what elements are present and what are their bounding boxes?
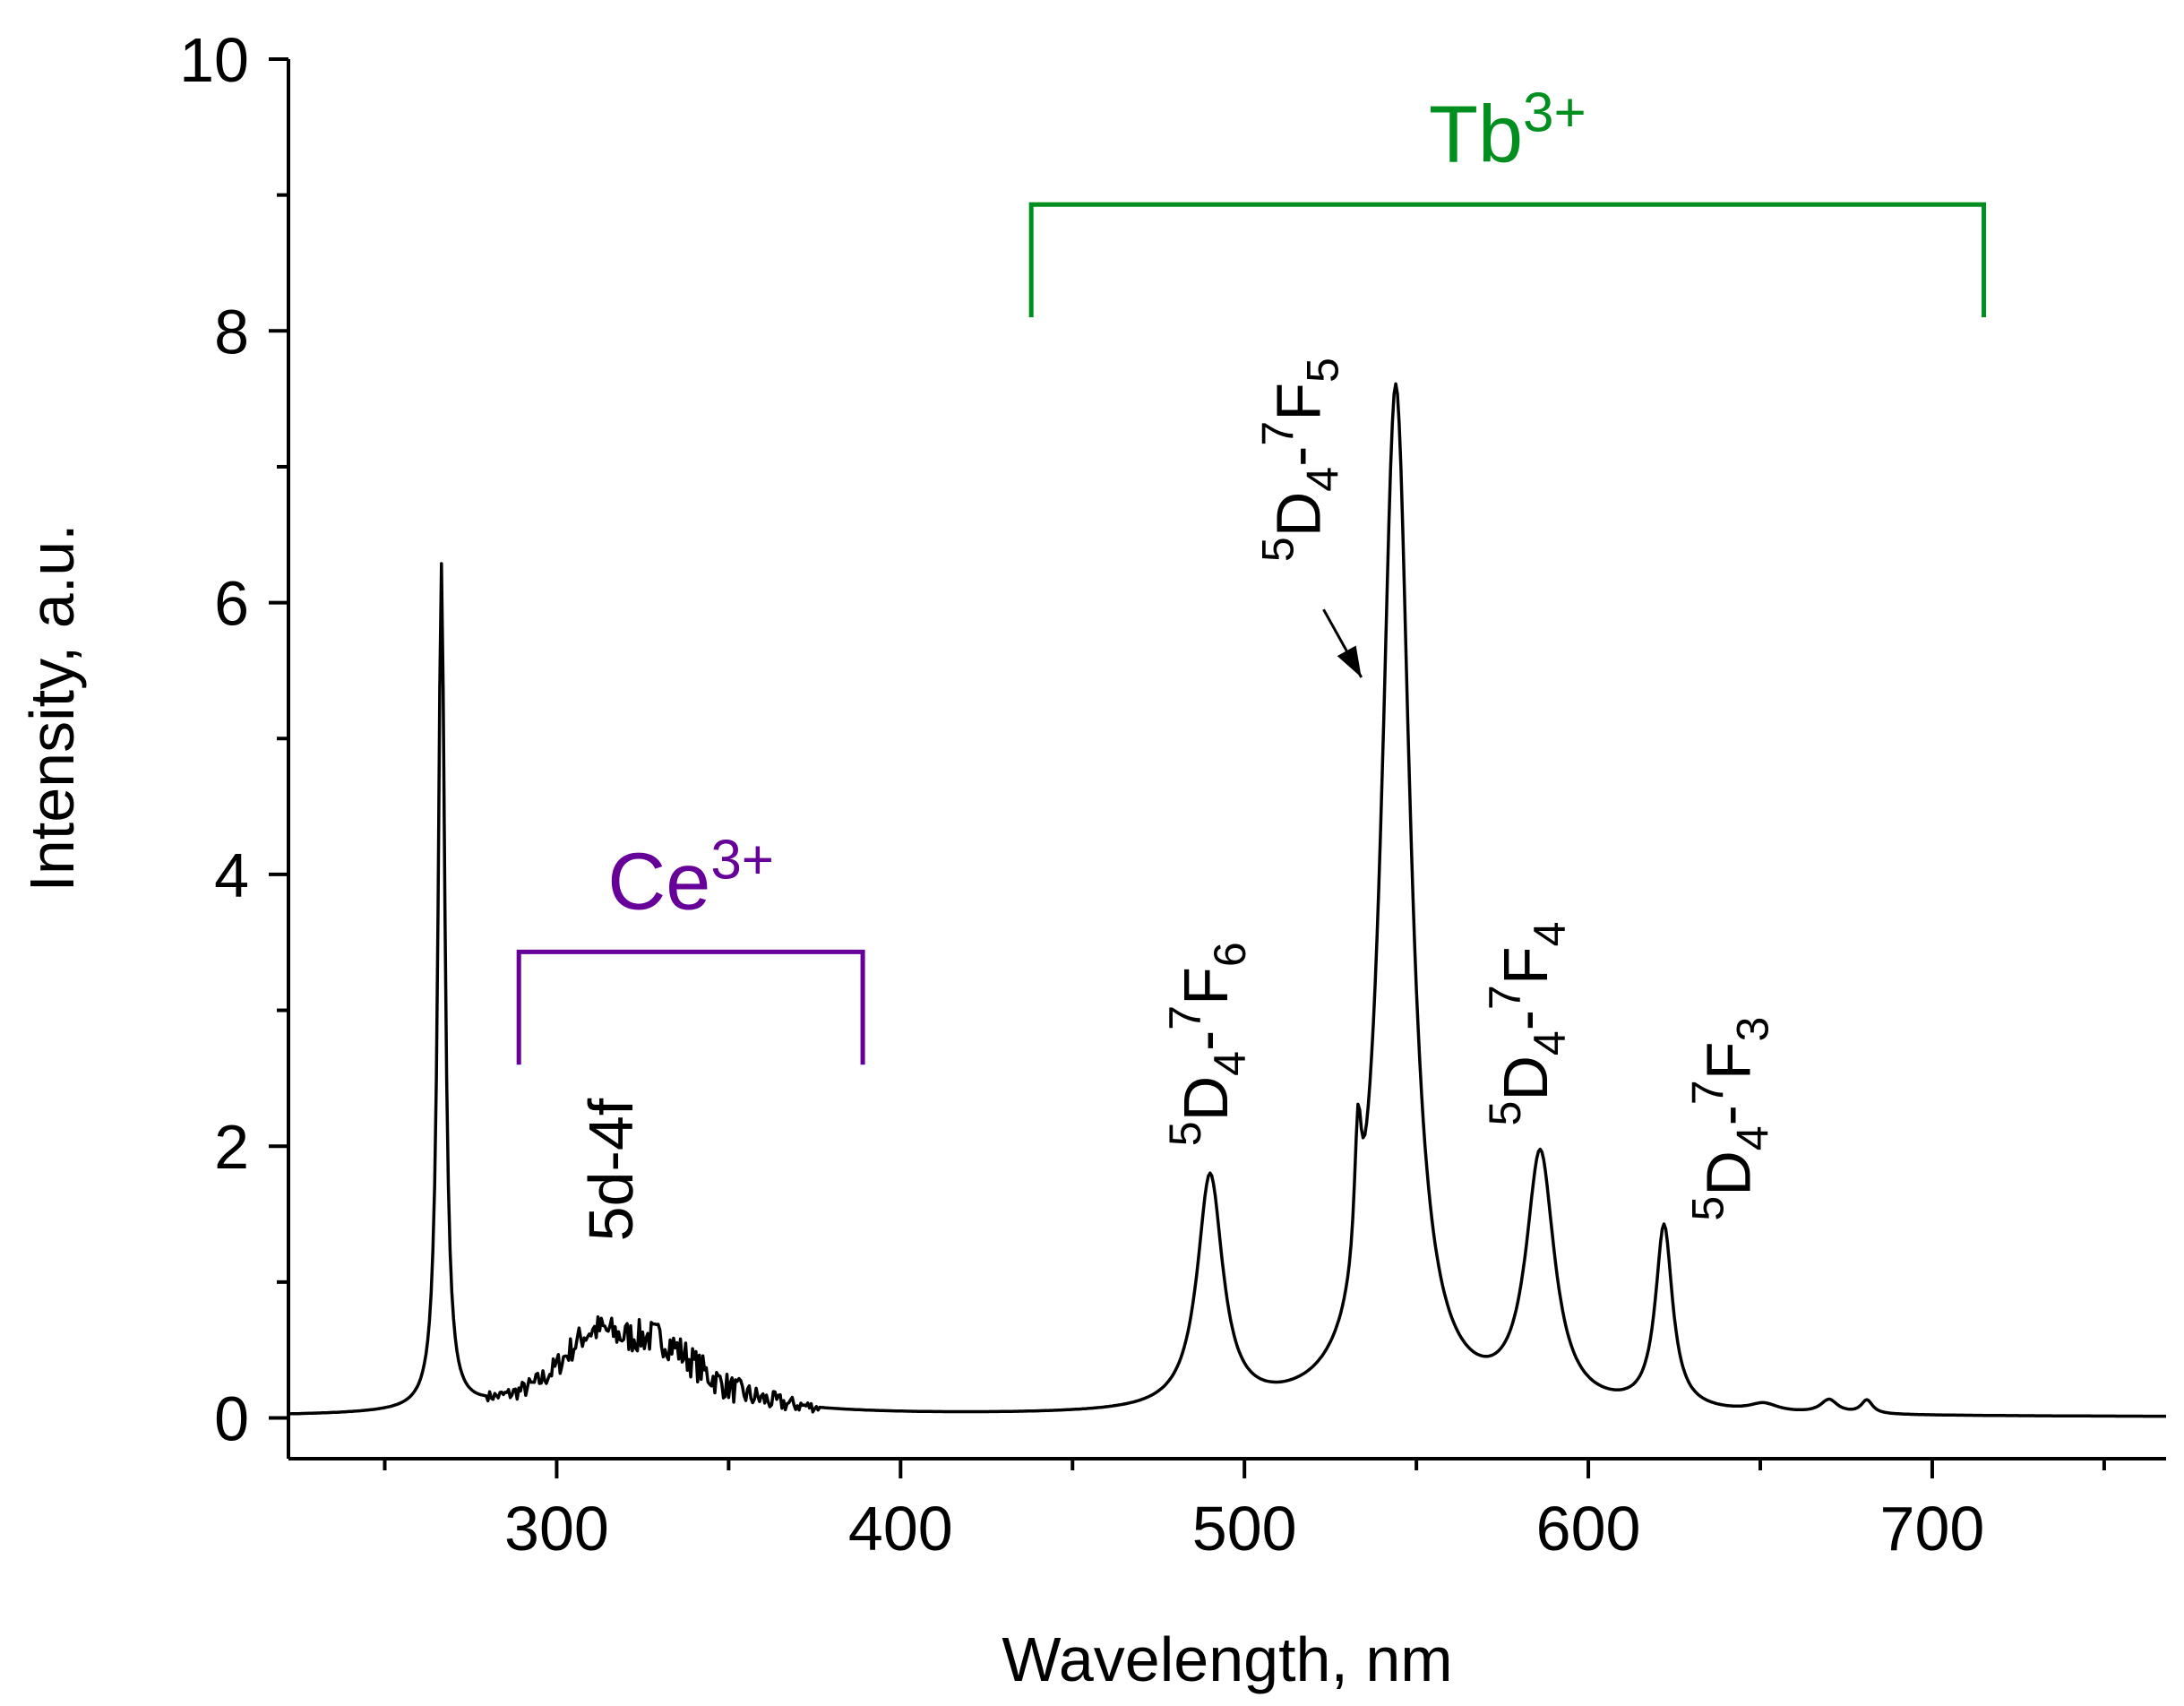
y-tick-label: 8 [214, 297, 249, 366]
emission-spectrum-line [288, 382, 2166, 1418]
y-tick-label: 2 [214, 1112, 249, 1182]
x-tick-label: 500 [1192, 1494, 1297, 1564]
group-bracket [1028, 202, 1987, 318]
y-tick-label: 0 [214, 1384, 249, 1454]
transition-label: 5D4-7F6 [1160, 942, 1255, 1146]
y-tick-label: 10 [179, 25, 249, 95]
x-tick-label: 700 [1880, 1494, 1985, 1564]
plot-area [288, 382, 2166, 1418]
y-axis-title: Intensity, a.u. [17, 523, 87, 892]
group-bracket [516, 949, 865, 1065]
y-tick-label: 4 [214, 840, 249, 910]
x-tick-label: 600 [1536, 1494, 1641, 1564]
group-label: Ce3+ [607, 829, 774, 926]
ion-groups: Ce3+ Tb3+ [516, 82, 1987, 1065]
pointer-arrowhead [1337, 645, 1362, 678]
transition-annotations: 5d-4f 5D4-7F6 5D4-7F5 5D4-7F4 5D4-7F3 [576, 358, 1778, 1241]
x-tick-label: 400 [848, 1494, 953, 1564]
x-axis-title: Wavelength, nm [1002, 1624, 1452, 1694]
transition-label: 5d-4f [576, 1098, 646, 1241]
x-tick-label: 300 [504, 1494, 609, 1564]
y-tick-label: 6 [214, 569, 249, 639]
transition-label: 5D4-7F3 [1683, 1017, 1778, 1221]
transition-label: 5D4-7F5 [1253, 358, 1348, 562]
transition-label: 5D4-7F4 [1480, 922, 1575, 1126]
axis-ticks: 300 400 500 600 700 0 2 4 6 8 10 [179, 25, 2106, 1564]
group-label: Tb3+ [1429, 82, 1586, 179]
